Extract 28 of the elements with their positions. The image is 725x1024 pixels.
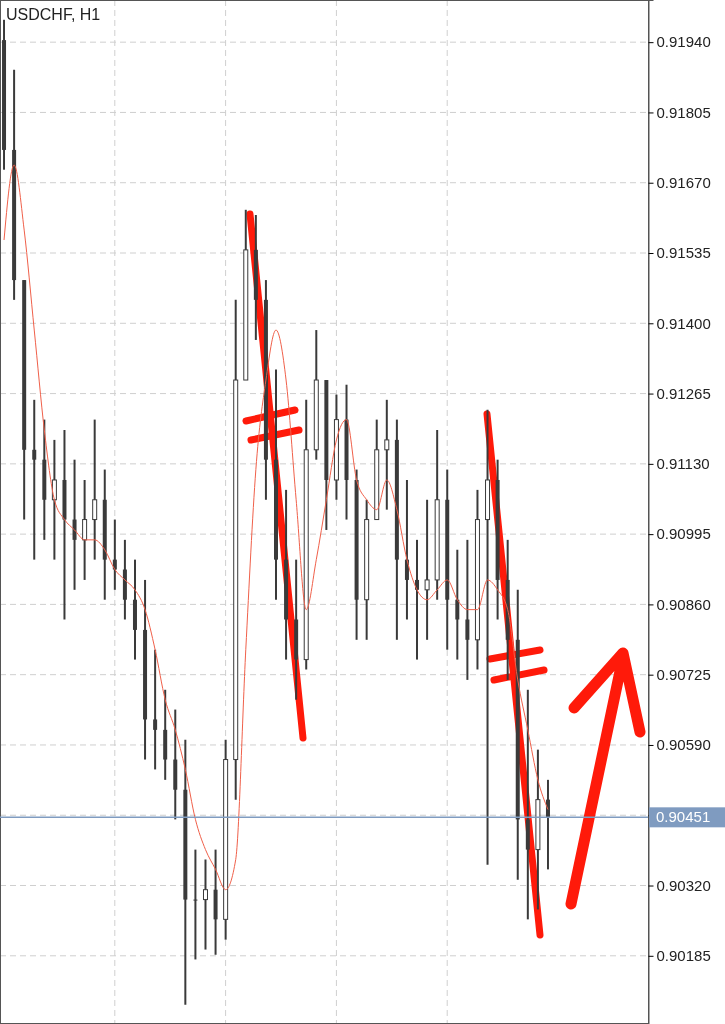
y-tick-label: 0.90995 xyxy=(656,525,711,543)
y-tick-label: 0.91400 xyxy=(656,314,711,332)
y-tick-label: 0.90725 xyxy=(656,665,711,683)
y-tick-label: 0.90590 xyxy=(656,736,711,754)
candlestick xyxy=(455,548,460,661)
y-tick-label: 0.90185 xyxy=(656,947,711,965)
candlestick xyxy=(193,848,198,961)
y-tick-label: 0.91940 xyxy=(656,33,711,51)
candlestick xyxy=(153,648,158,771)
candlestick xyxy=(92,418,98,561)
y-tick-label: 0.90860 xyxy=(656,595,711,613)
candlestick xyxy=(424,498,430,641)
candlestick xyxy=(525,688,530,921)
candlestick xyxy=(202,858,208,951)
candlestick xyxy=(82,478,88,581)
y-tick-label: 0.91130 xyxy=(656,455,710,473)
y-tick-label: 0.91805 xyxy=(656,103,711,121)
candlestick xyxy=(465,538,470,681)
candlestick xyxy=(485,408,491,866)
candlestick xyxy=(384,398,390,511)
y-tick-label: 0.91535 xyxy=(656,244,711,262)
y-tick-label: 0.91670 xyxy=(656,174,711,192)
line-series xyxy=(3,164,549,891)
y-tick-label: 0.91265 xyxy=(656,384,711,402)
chart-title: USDCHF, H1 xyxy=(6,6,101,23)
candlestick xyxy=(32,398,37,561)
y-tick-label: 0.90320 xyxy=(656,876,711,894)
ref-line-label: 0.90451 xyxy=(656,808,711,826)
